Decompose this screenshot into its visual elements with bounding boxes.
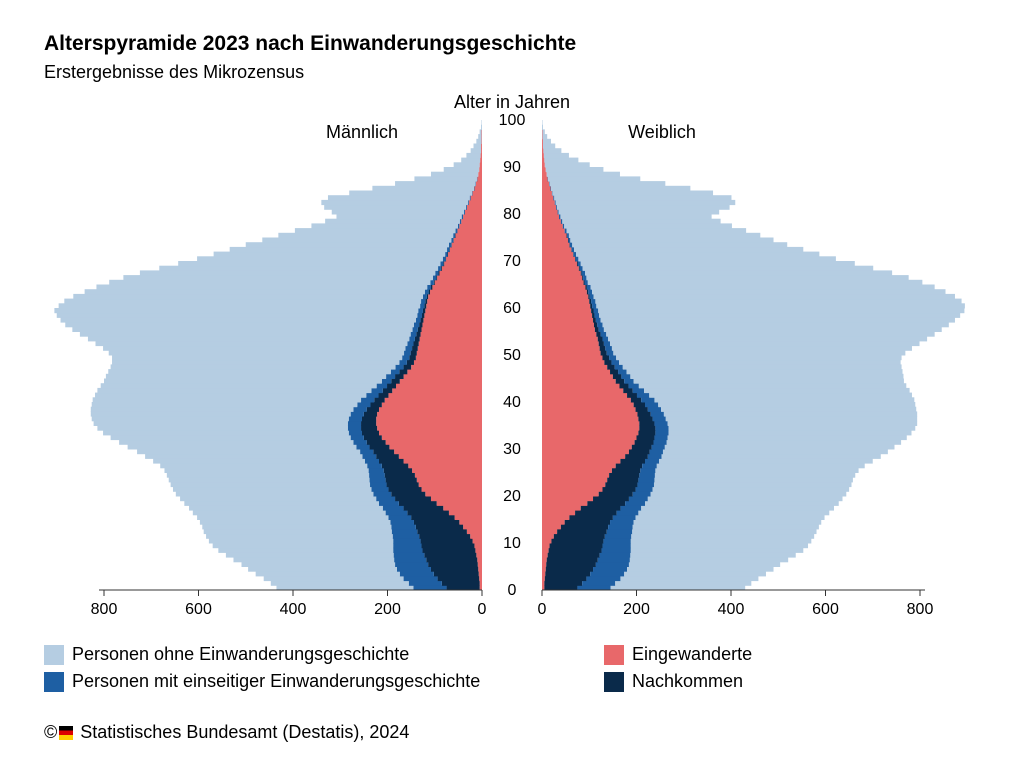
chart-title: Alterspyramide 2023 nach Einwanderungsge… <box>44 32 576 56</box>
svg-text:200: 200 <box>374 601 401 618</box>
legend-label: Personen mit einseitiger Einwanderungsge… <box>72 671 480 692</box>
svg-text:Männlich: Männlich <box>326 122 398 142</box>
legend-label: Nachkommen <box>632 671 743 692</box>
legend-item-einseitig: Personen mit einseitiger Einwanderungsge… <box>44 671 564 692</box>
svg-text:200: 200 <box>623 601 650 618</box>
population-pyramid-chart: Alter in Jahren Männlich Weiblich 0 10 20 30 40… <box>44 90 980 630</box>
svg-text:800: 800 <box>91 601 118 618</box>
svg-text:0: 0 <box>508 582 517 599</box>
svg-text:Weiblich: Weiblich <box>628 122 696 142</box>
german-flag-icon <box>59 726 73 740</box>
legend-swatch <box>44 645 64 665</box>
svg-text:100: 100 <box>499 112 526 129</box>
legend-label: Eingewanderte <box>632 644 752 665</box>
legend-swatch <box>44 672 64 692</box>
svg-text:10: 10 <box>503 535 521 552</box>
chart-subtitle: Erstergebnisse des Mikrozensus <box>44 62 304 83</box>
svg-text:Alter in Jahren: Alter in Jahren <box>454 92 570 112</box>
svg-text:600: 600 <box>185 601 212 618</box>
svg-text:0: 0 <box>538 601 547 618</box>
legend-item-ohne: Personen ohne Einwanderungsgeschichte <box>44 644 564 665</box>
svg-text:60: 60 <box>503 300 521 317</box>
svg-text:40: 40 <box>503 394 521 411</box>
svg-text:30: 30 <box>503 441 521 458</box>
svg-text:400: 400 <box>280 601 307 618</box>
svg-text:80: 80 <box>503 206 521 223</box>
legend-swatch <box>604 645 624 665</box>
legend-item-nachkommen: Nachkommen <box>604 671 743 692</box>
legend-swatch <box>604 672 624 692</box>
svg-text:50: 50 <box>503 347 521 364</box>
copyright-text: Statistisches Bundesamt (Destatis), 2024 <box>80 722 409 742</box>
legend-label: Personen ohne Einwanderungsgeschichte <box>72 644 409 665</box>
svg-text:400: 400 <box>718 601 745 618</box>
svg-text:20: 20 <box>503 488 521 505</box>
svg-text:90: 90 <box>503 159 521 176</box>
svg-text:800: 800 <box>907 601 934 618</box>
pyramid-svg: Alter in Jahren Männlich Weiblich 0 10 20 30 40… <box>44 90 980 630</box>
svg-text:600: 600 <box>812 601 839 618</box>
copyright: © Statistisches Bundesamt (Destatis), 20… <box>44 722 409 743</box>
legend: Personen ohne Einwanderungsgeschichte Ei… <box>44 644 980 698</box>
svg-text:0: 0 <box>478 601 487 618</box>
svg-text:70: 70 <box>503 253 521 270</box>
legend-item-eingewanderte: Eingewanderte <box>604 644 752 665</box>
page-root: Alterspyramide 2023 nach Einwanderungsge… <box>0 0 1024 767</box>
